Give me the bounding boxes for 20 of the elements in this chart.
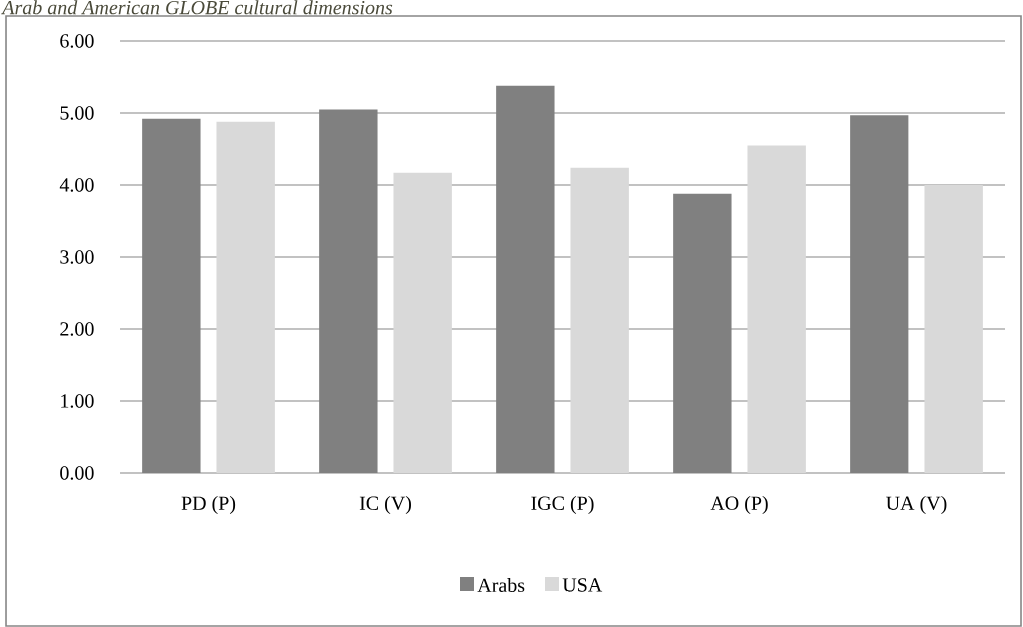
x-tick-label: AO (P) xyxy=(710,495,768,515)
x-tick-label: IGC (P) xyxy=(531,495,594,515)
y-tick-label: 4.00 xyxy=(59,178,94,192)
bar xyxy=(393,172,452,473)
chart-title: Arab and American GLOBE cultural dimensions xyxy=(1,0,393,15)
x-tick-label: UA (V) xyxy=(886,495,947,515)
y-tick-label: 1.00 xyxy=(61,394,94,408)
bar xyxy=(747,145,806,473)
legend-label: USA xyxy=(562,578,603,592)
y-tick-label: 5.00 xyxy=(60,106,94,120)
bar xyxy=(570,167,629,473)
bar xyxy=(924,184,983,473)
legend-label: Arabs xyxy=(477,577,525,593)
y-tick-label: 3.00 xyxy=(60,250,94,264)
bar xyxy=(216,121,275,473)
y-tick-label: 0.00 xyxy=(60,466,94,480)
x-tick-label: IC (V) xyxy=(359,495,411,515)
x-tick-label: PD (P) xyxy=(181,495,236,515)
y-tick-label: 2.00 xyxy=(60,322,94,336)
y-tick-label: 6.00 xyxy=(60,34,94,48)
